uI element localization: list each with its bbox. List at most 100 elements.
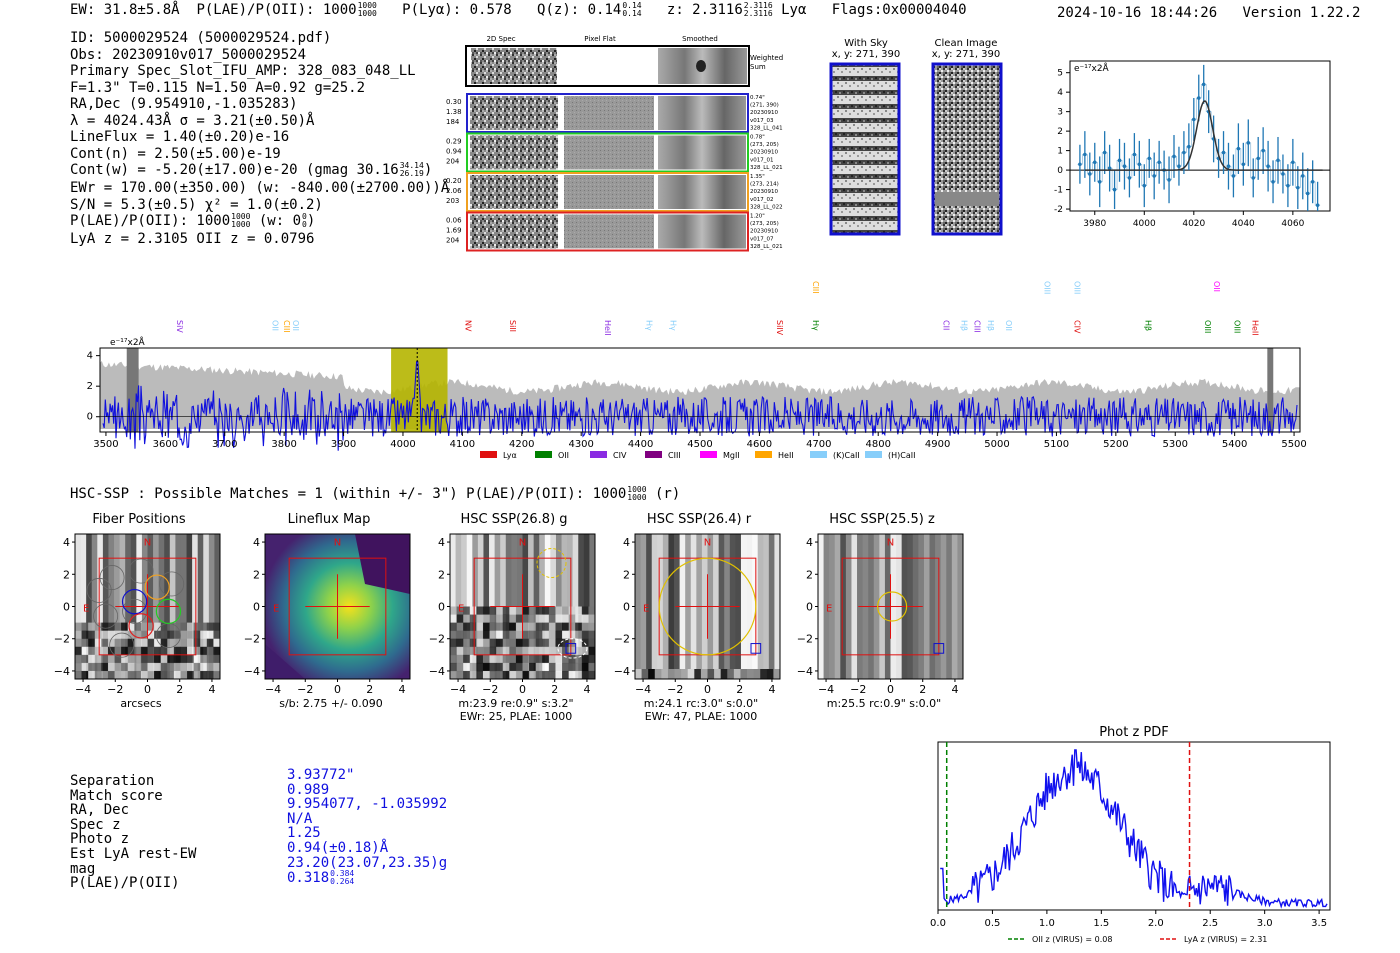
spectrum-xtick-label: 3900: [331, 439, 356, 450]
image-column: [951, 534, 958, 679]
spectrum-xtick-label: 4500: [687, 439, 712, 450]
hsc-source-ellipse: [557, 638, 588, 659]
full-spectrum-chart: e⁻¹⁷x2Å 0 2 4 3500 3600 3700 3800 3900 4000 4100 42…: [87, 281, 1307, 460]
image-pixel: [548, 606, 556, 615]
image-pixel: [154, 662, 162, 672]
image-pixel: [469, 638, 477, 648]
image-column: [940, 534, 947, 679]
emission-line-label: SiII: [508, 320, 517, 332]
image-pixel: [154, 670, 162, 680]
imaging-panel-4: N E 4 4 2 2 0 0 −2 −2 −4 −4: [797, 533, 964, 696]
image-pixel: [581, 638, 589, 648]
image-pixel: [661, 669, 669, 679]
panel-ytick-label: 0: [253, 601, 260, 614]
legend-label: MgII: [723, 451, 740, 460]
image-pixel: [548, 622, 556, 632]
panel-xtick-label: 4: [398, 683, 405, 696]
panel-xtick-label: 0: [334, 683, 341, 696]
spectrum-noise-envelope: [100, 361, 1300, 429]
fiber-value: 2.06: [446, 187, 462, 195]
image-pixel: [509, 662, 517, 672]
panel-ytick-label: 4: [63, 536, 70, 549]
image-pixel: [542, 614, 550, 624]
fit-data-point: [1083, 152, 1087, 157]
image-pixel: [529, 606, 537, 615]
image-pixel: [555, 670, 563, 680]
spectrum-xtick-label: 5000: [984, 439, 1009, 450]
image-pixel: [542, 646, 550, 656]
image-column: [752, 534, 759, 679]
panel-xtick-label: −2: [667, 683, 683, 696]
match-value: 3.93772": [287, 767, 355, 783]
panel-xtick-label: −2: [482, 683, 498, 696]
image-pixel: [180, 630, 188, 640]
match-label: Match score: [70, 787, 163, 804]
panel-ytick-label: 2: [438, 568, 445, 581]
match-labels: Separation Match score RA, Dec Spec z Photo …: [70, 774, 196, 891]
image-pixel: [496, 670, 504, 680]
image-pixel: [581, 622, 589, 632]
image-pixel: [562, 614, 570, 624]
image-pixel: [200, 646, 208, 656]
panel-xtick-label: −4: [450, 683, 466, 696]
aperture-box: [98, 557, 197, 656]
image-pixel: [134, 630, 142, 640]
image-pixel: [114, 622, 122, 632]
image-pixel: [555, 630, 563, 640]
spectrum-ytick-label: 0: [87, 412, 93, 423]
hsc-source-circle: [536, 548, 567, 578]
image-pixel: [555, 622, 563, 632]
image-pixel: [476, 606, 484, 615]
image-pixel: [193, 662, 201, 672]
image-pixel: [469, 670, 477, 680]
image-pixel: [529, 638, 537, 648]
image-pixel: [588, 646, 596, 656]
emission-line-label: Hγ: [668, 320, 677, 331]
fiber-circle: [155, 598, 182, 625]
pdf-xtick-label: 1.0: [1039, 918, 1055, 929]
image-pixel: [575, 662, 583, 672]
image-pixel: [482, 646, 490, 656]
header-qz: Q(z): 0.14: [537, 2, 622, 18]
image-pixel: [450, 670, 457, 680]
panel-xtick-label: 2: [366, 683, 373, 696]
image-pixel: [94, 630, 102, 640]
hsc-header: HSC-SSP : Possible Matches = 1 (within +…: [70, 485, 681, 503]
image-pixel: [575, 646, 583, 656]
panel-xtick-label: 4: [768, 683, 775, 696]
fit-ytick-label: 1: [1057, 147, 1063, 157]
image-pixel: [213, 662, 221, 672]
spectrum-xtick-label: 4300: [568, 439, 593, 450]
image-pixel: [575, 670, 583, 680]
fiber-outline: [128, 558, 154, 584]
legend-swatch: [590, 451, 607, 458]
image-pixel: [147, 662, 155, 672]
image-pixel: [147, 622, 155, 632]
image-pixel: [476, 622, 484, 632]
fiber-meta: v017_07: [750, 236, 774, 242]
image-pixel: [753, 669, 761, 679]
info-lineflux: LineFlux = 1.40(±0.20)e-16: [70, 129, 290, 145]
image-pixel: [469, 654, 477, 664]
panel-xtick-label: −2: [107, 683, 123, 696]
image-pixel: [107, 670, 115, 680]
panel-xtick-label: −4: [75, 683, 91, 696]
image-pixel: [456, 606, 464, 615]
legend-label: CIV: [613, 451, 627, 460]
image-pixel: [482, 622, 490, 632]
fit-xtick-label: 3980: [1083, 219, 1106, 229]
image-pixel: [450, 638, 457, 648]
image-pixel: [456, 662, 464, 672]
image-pixel: [555, 638, 563, 648]
image-pixel: [568, 622, 576, 632]
match-box: [750, 643, 762, 654]
emission-line-label: SiIV: [775, 320, 784, 336]
image-pixel: [522, 646, 530, 656]
pdf-curve: [940, 749, 1328, 909]
fiber-row: 0.20 2.06 203 1.35" (273, 214)20230910 v017_0…: [446, 172, 783, 212]
image-pixel: [94, 670, 102, 680]
image-pixel: [548, 670, 556, 680]
image-pixel: [681, 669, 689, 679]
image-column: [774, 534, 781, 679]
image-pixel: [200, 638, 208, 648]
